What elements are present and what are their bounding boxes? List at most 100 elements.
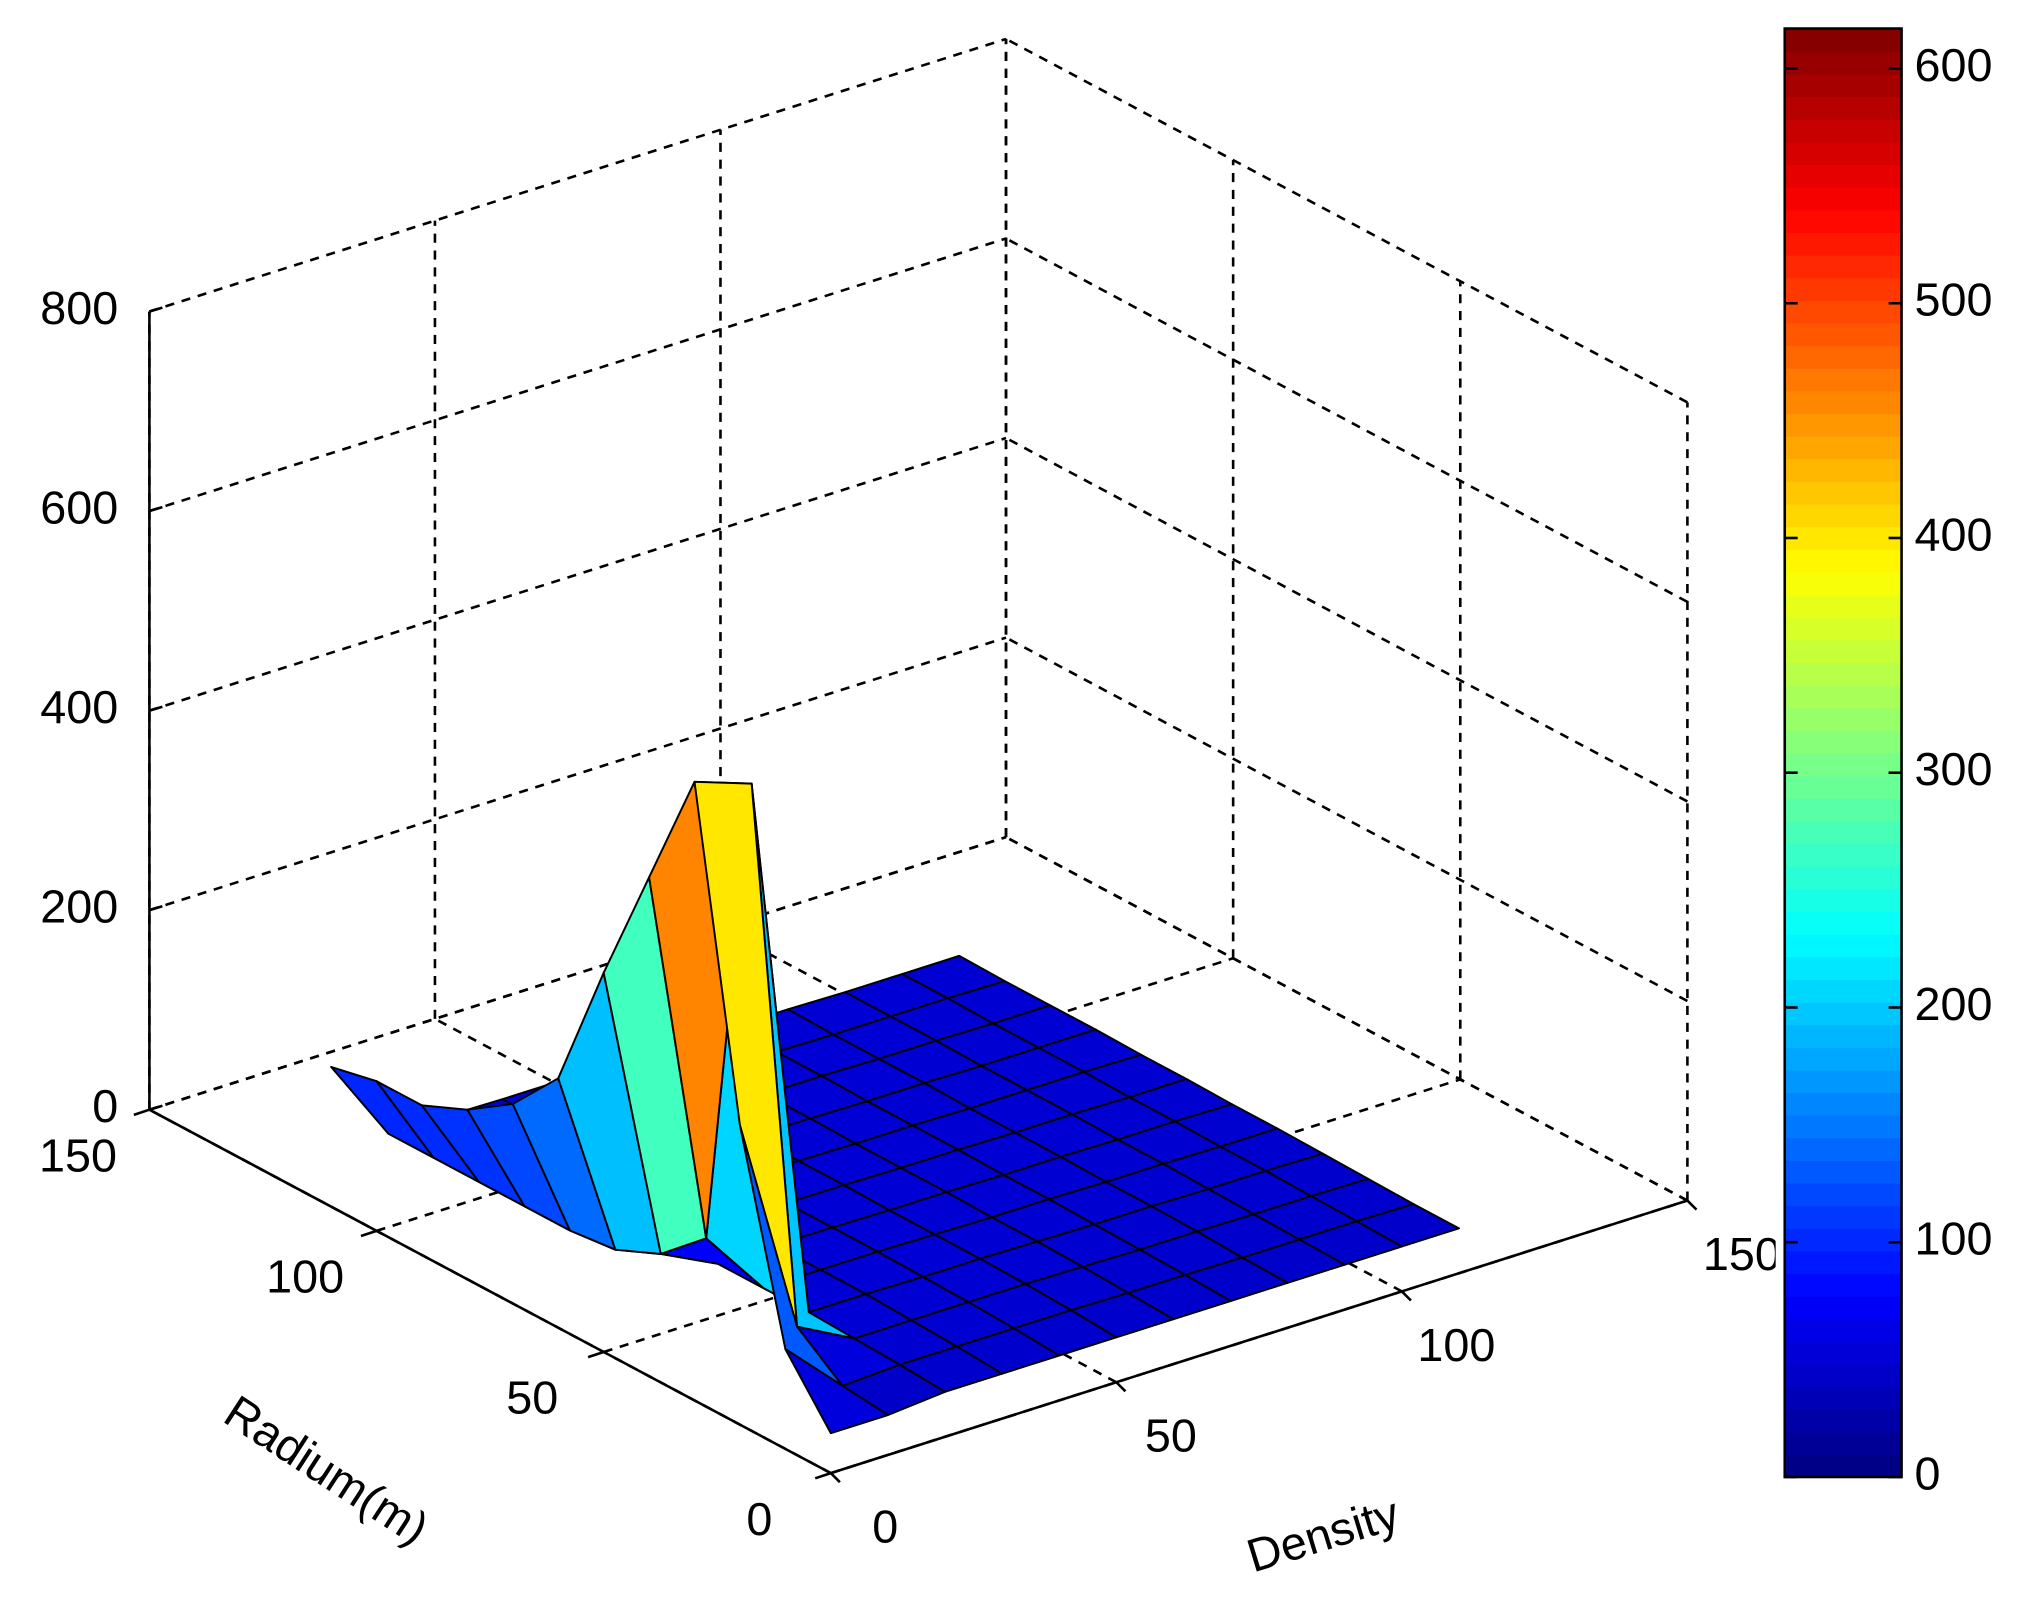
colorbar-band — [1784, 775, 1902, 799]
colorbar-band — [1784, 96, 1902, 120]
colorbar-frame — [1783, 27, 1903, 1479]
x-tick-label: 0 — [872, 1501, 898, 1553]
colorbar-band — [1784, 571, 1902, 596]
axes-box — [148, 37, 1689, 1475]
grid-line — [1005, 436, 1689, 803]
colorbar-band — [1784, 707, 1902, 731]
colorbar-band — [1784, 843, 1902, 867]
z-tick — [149, 1104, 163, 1111]
x-tick — [1400, 1290, 1412, 1302]
y-tick — [133, 1108, 150, 1117]
colorbar-band — [1784, 1273, 1902, 1297]
colorbar-tick-label: 400 — [1915, 508, 1993, 560]
grid-line — [1005, 237, 1689, 604]
colorbar-band — [1784, 752, 1902, 777]
colorbar-band — [1784, 684, 1902, 709]
z-tick-label: 600 — [40, 481, 118, 533]
colorbar-band — [1784, 1069, 1902, 1094]
colorbar-band — [1784, 481, 1902, 505]
colorbar-band — [1784, 979, 1902, 1003]
colorbar-band — [1784, 345, 1902, 369]
y-tick — [587, 1350, 605, 1359]
colorbar-band — [1784, 164, 1902, 188]
colorbar-band — [1784, 1092, 1902, 1116]
grid-line — [149, 436, 1007, 712]
y-tick-label: 150 — [39, 1129, 117, 1181]
colorbar-band — [1784, 435, 1902, 460]
colorbar-band — [1784, 730, 1902, 754]
grid-line — [149, 37, 1007, 313]
colorbar-band — [1784, 254, 1902, 279]
colorbar-band — [1784, 300, 1902, 324]
colorbar-band — [1784, 865, 1902, 890]
colorbar-band — [1784, 1318, 1902, 1342]
colorbar-band — [1784, 1341, 1902, 1365]
colorbar-band — [1784, 594, 1902, 618]
z-tick-label: 800 — [40, 282, 118, 334]
y-tick-label: 50 — [506, 1372, 558, 1424]
grid-line — [1005, 37, 1689, 404]
z-tick — [149, 505, 163, 513]
colorbar-band — [1784, 1114, 1902, 1139]
colorbar-tick-label: 600 — [1915, 39, 1993, 91]
colorbar-band — [1784, 616, 1902, 641]
colorbar-band — [1784, 526, 1902, 550]
grid-line — [376, 957, 1234, 1233]
colorbar-band — [1784, 277, 1902, 301]
colorbar-band — [1784, 186, 1902, 211]
colorbar-band — [1784, 1160, 1902, 1184]
colorbar-band — [1784, 911, 1902, 935]
z-tick-label: 200 — [40, 880, 118, 932]
colorbar-band — [1784, 458, 1902, 482]
colorbar-tick-label: 0 — [1915, 1447, 1941, 1499]
colorbar: 0 100 200 300 400 500 600 — [1783, 27, 1993, 1499]
colorbar-band — [1784, 1454, 1902, 1478]
colorbar-band — [1784, 1137, 1902, 1161]
colorbar-band — [1784, 1001, 1902, 1026]
z-tick — [149, 705, 163, 712]
colorbar-band — [1784, 1046, 1902, 1071]
x-axis-line — [830, 1199, 1688, 1475]
colorbar-band — [1784, 413, 1902, 437]
y-axis-label: Radium(m) — [216, 1385, 438, 1554]
grid-line — [149, 237, 1007, 513]
y-axis-line — [148, 1108, 832, 1475]
surface — [330, 780, 1460, 1435]
grid-line — [434, 1017, 1117, 1384]
z-tick — [149, 905, 163, 912]
x-tick-label: 100 — [1417, 1319, 1495, 1371]
colorbar-band — [1784, 209, 1902, 234]
colorbar-band — [1784, 390, 1902, 415]
colorbar-band — [1784, 1250, 1902, 1275]
colorbar-tick-label: 500 — [1915, 274, 1993, 326]
colorbar-band — [1784, 73, 1902, 98]
y-tick-label: 0 — [746, 1493, 772, 1545]
colorbar-band — [1784, 141, 1902, 166]
colorbar-band — [1784, 1182, 1902, 1207]
colorbar-band — [1784, 1409, 1902, 1433]
colorbar-band — [1784, 1024, 1902, 1048]
colorbar-band — [1784, 820, 1902, 845]
colorbar-band — [1784, 1363, 1902, 1388]
colorbar-band — [1784, 1205, 1902, 1229]
z-tick — [149, 306, 163, 313]
y-tick — [360, 1229, 377, 1238]
z-tick-label: 0 — [92, 1080, 118, 1132]
colorbar-band — [1784, 933, 1902, 958]
y-tick-label: 100 — [266, 1250, 344, 1302]
colorbar-band — [1784, 322, 1902, 347]
x-tick — [1115, 1381, 1127, 1393]
grid-line — [1005, 835, 1689, 1202]
colorbar-band — [1784, 549, 1902, 573]
colorbar-band — [1784, 639, 1902, 664]
z-tick-label: 400 — [40, 681, 118, 733]
grid-line — [149, 835, 1007, 1111]
grid-line — [1005, 636, 1689, 1003]
grid-line — [603, 1078, 1461, 1354]
colorbar-band — [1784, 1228, 1902, 1252]
x-axis-label: Density — [1241, 1487, 1406, 1582]
colorbar-band — [1784, 798, 1902, 822]
colorbar-tick-label: 100 — [1915, 1213, 1993, 1265]
colorbar-band — [1784, 503, 1902, 528]
